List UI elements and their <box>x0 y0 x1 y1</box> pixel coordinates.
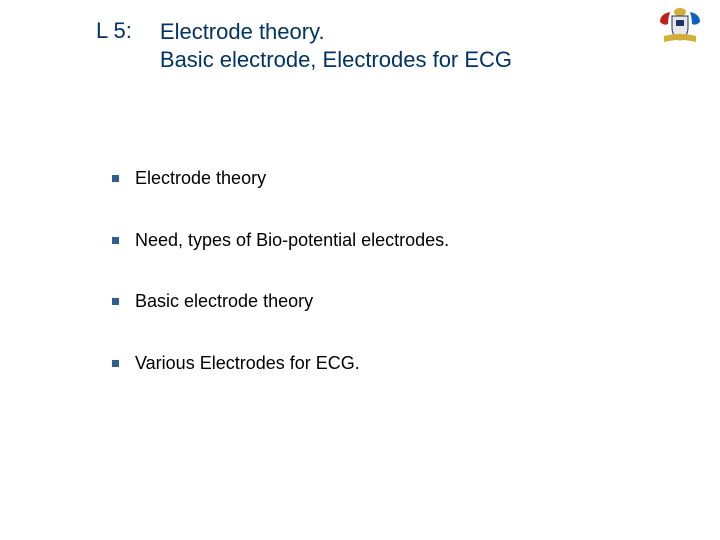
bullet-list: Electrode theory Need, types of Bio-pote… <box>112 168 660 414</box>
list-item: Basic electrode theory <box>112 291 660 313</box>
bullet-icon <box>112 298 119 305</box>
bullet-text: Need, types of Bio-potential electrodes. <box>135 230 449 252</box>
list-item: Need, types of Bio-potential electrodes. <box>112 230 660 252</box>
list-item: Electrode theory <box>112 168 660 190</box>
slide-header: L 5: Electrode theory. Basic electrode, … <box>96 18 512 73</box>
slide-title: Electrode theory. Basic electrode, Elect… <box>160 18 512 73</box>
bullet-text: Basic electrode theory <box>135 291 313 313</box>
bullet-icon <box>112 360 119 367</box>
lesson-number: L 5: <box>96 18 132 44</box>
crest-logo-icon <box>658 6 702 46</box>
title-line-2: Basic electrode, Electrodes for ECG <box>160 47 512 72</box>
bullet-text: Various Electrodes for ECG. <box>135 353 360 375</box>
title-line-1: Electrode theory. <box>160 19 325 44</box>
list-item: Various Electrodes for ECG. <box>112 353 660 375</box>
slide: L 5: Electrode theory. Basic electrode, … <box>0 0 720 540</box>
bullet-text: Electrode theory <box>135 168 266 190</box>
bullet-icon <box>112 175 119 182</box>
bullet-icon <box>112 237 119 244</box>
